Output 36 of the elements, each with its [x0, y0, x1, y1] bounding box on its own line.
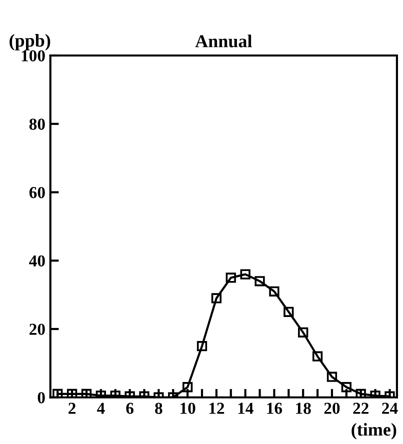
x-axis-title: (time): [352, 423, 396, 440]
y-tick-label: 80: [29, 118, 45, 130]
point: [269, 286, 280, 296]
point: [284, 306, 294, 317]
point: [211, 293, 222, 304]
x-tick-label: 6: [126, 402, 134, 414]
point: [182, 382, 193, 392]
x-tick-label: 2: [68, 402, 76, 414]
point: [66, 388, 78, 398]
x-tick-label: 22: [353, 402, 368, 414]
point: [254, 276, 265, 286]
y-axis-title: (ppb): [10, 34, 50, 50]
point: [81, 388, 92, 398]
point: [312, 351, 323, 362]
y-tick-label: 100: [22, 50, 45, 62]
point: [298, 327, 308, 338]
x-tick-label: 16: [267, 402, 282, 414]
point: [196, 341, 208, 352]
x-tick-label: 4: [96, 402, 105, 414]
point: [341, 382, 352, 392]
x-tick-label: 14: [238, 402, 254, 414]
x-tick-label: 10: [180, 402, 196, 414]
x-tick-label: 12: [209, 402, 224, 414]
x-tick-label: 24: [382, 402, 398, 414]
point: [356, 388, 366, 398]
point: [326, 372, 338, 382]
point: [226, 272, 236, 283]
y-tick-label: 40: [29, 255, 45, 267]
chart-title: Annual: [195, 34, 252, 48]
x-tick-label: 8: [155, 402, 162, 414]
x-tick-label: 18: [296, 402, 311, 414]
y-tick-label: 0: [38, 392, 45, 404]
y-tick-label: 20: [30, 324, 45, 335]
point: [240, 269, 250, 280]
x-tick-label: 20: [324, 402, 340, 414]
y-tick-label: 60: [29, 186, 45, 198]
